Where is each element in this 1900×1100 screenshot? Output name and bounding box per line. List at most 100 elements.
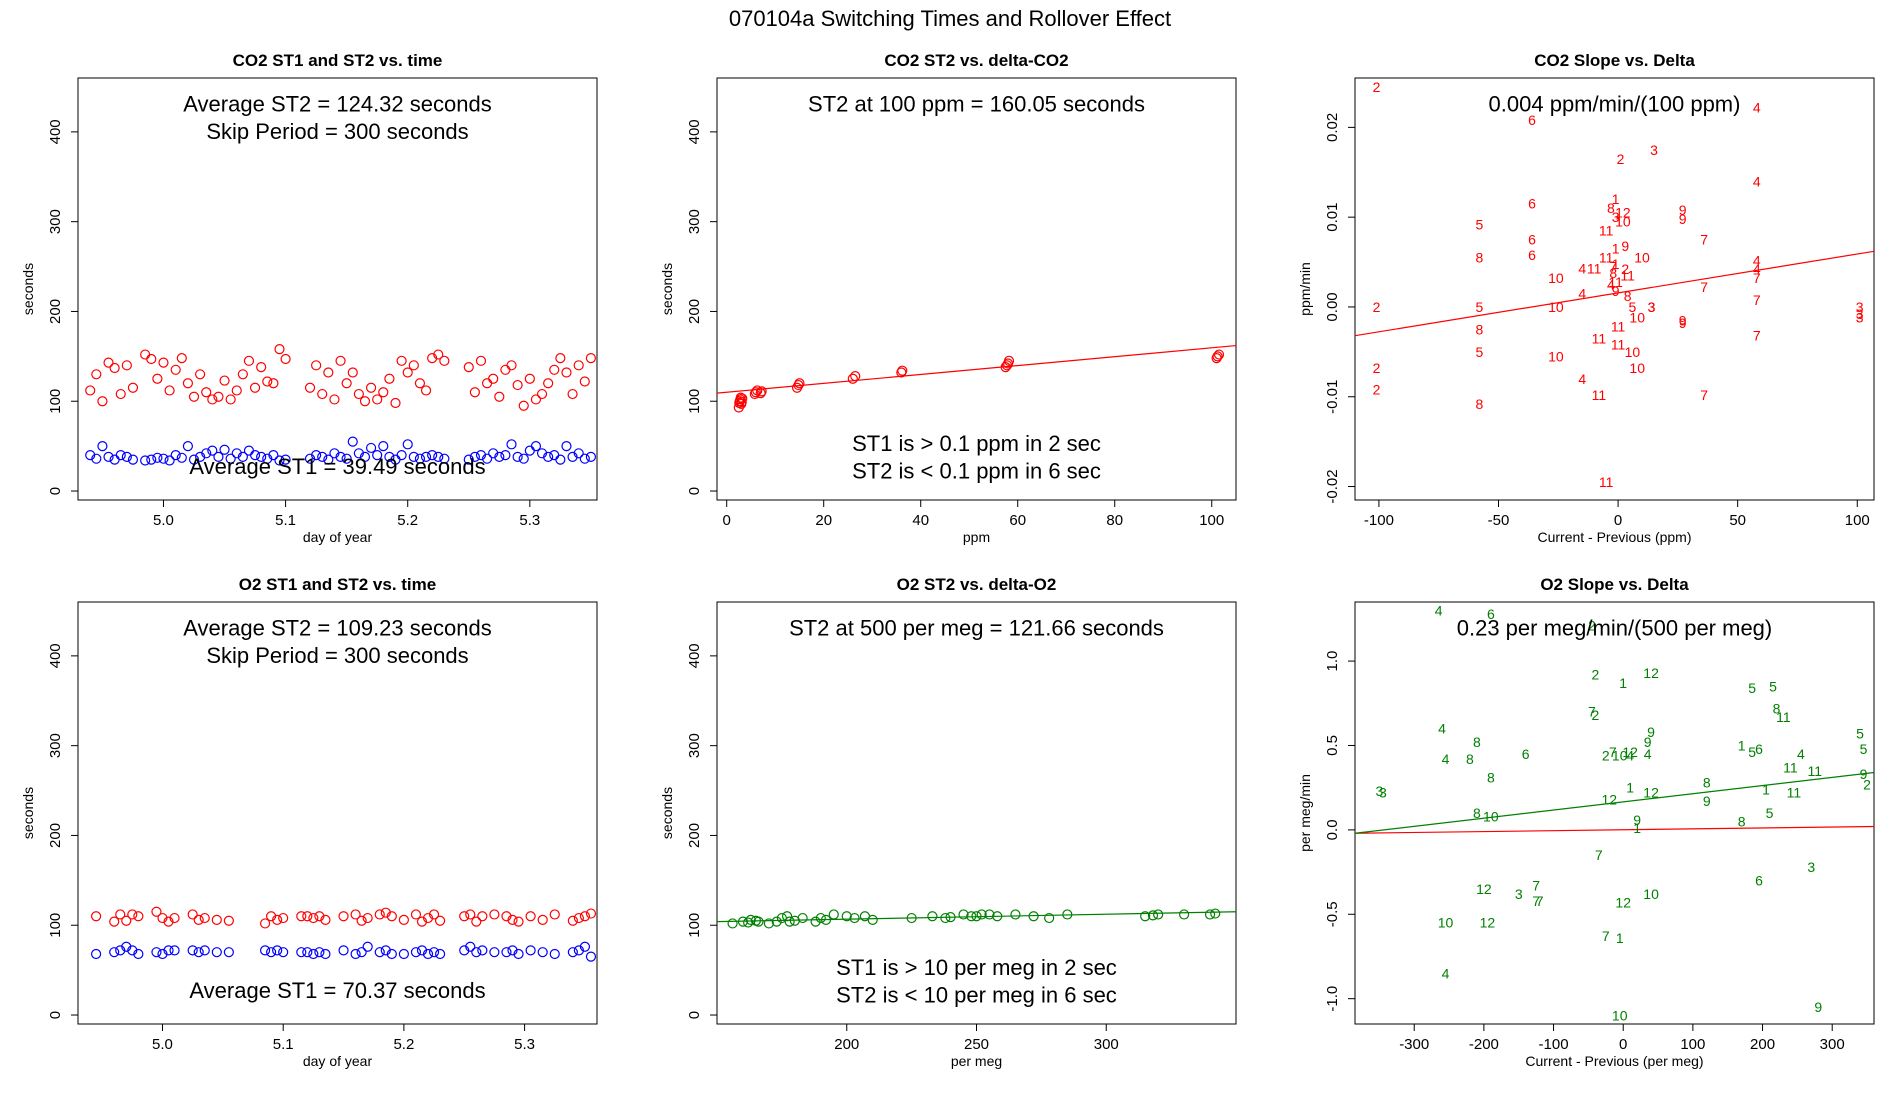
data-point-label: 11 <box>1599 223 1614 239</box>
data-point-st2 <box>1178 909 1190 920</box>
data-point-st1 <box>465 941 476 952</box>
data-point-st2 <box>1147 910 1159 921</box>
x-tick-label: 100 <box>1199 512 1224 529</box>
fit-line <box>716 911 1237 923</box>
data-point-label: 8 <box>1738 813 1746 829</box>
data-point-st1 <box>408 451 419 463</box>
y-tick-label: 0.5 <box>1324 735 1341 756</box>
data-point-label: 3 <box>1648 299 1656 315</box>
data-point-label: 2 <box>1373 299 1381 315</box>
data-point-st2 <box>193 914 204 925</box>
data-point-label: 4 <box>1435 602 1443 618</box>
y-axis-label: ppm/min <box>1297 262 1313 316</box>
data-point-label: 10 <box>1483 808 1499 824</box>
data-point-label: 10 <box>1615 214 1631 230</box>
chart-co2_slope: CO2 Slope vs. Delta -100 -50 0 50 100 -0.02 -0.… <box>1297 51 1875 545</box>
data-point-label: 2 <box>1863 776 1871 792</box>
x-tick-label: 200 <box>834 1036 859 1053</box>
data-point-label: 4 <box>1644 746 1652 762</box>
data-point-st2 <box>266 911 277 922</box>
data-point-st2 <box>314 911 325 922</box>
x-tick-label: 5.0 <box>152 1036 173 1053</box>
data-point-st1 <box>475 450 487 461</box>
y-tick-label: -0.02 <box>1324 469 1341 503</box>
data-point-st1 <box>536 448 548 459</box>
data-point-st2 <box>841 911 852 922</box>
data-point-st2 <box>867 914 878 925</box>
data-point-st2 <box>475 355 487 366</box>
data-point-st1 <box>187 945 198 956</box>
data-point-st2 <box>753 916 764 927</box>
data-point-label: 1 <box>1738 737 1746 753</box>
data-point-label: 8 <box>1607 200 1615 216</box>
data-point-st2 <box>378 387 389 398</box>
data-point-label: 8 <box>1475 321 1483 337</box>
data-point-st1 <box>353 448 364 459</box>
data-point-st2 <box>219 375 230 386</box>
x-tick-label: 50 <box>1729 512 1746 529</box>
data-point-st1 <box>207 445 218 456</box>
data-point-st2 <box>195 369 206 380</box>
data-point-label: 9 <box>1621 238 1629 254</box>
data-point-label: 4 <box>1797 746 1805 762</box>
data-point-st1 <box>347 436 358 447</box>
data-point-st2 <box>815 912 826 924</box>
data-point-st2 <box>211 914 222 925</box>
data-point-st2 <box>133 911 144 922</box>
data-point-st2 <box>274 344 285 355</box>
data-point-label: 11 <box>1608 274 1623 290</box>
data-point-label: 11 <box>1592 387 1607 403</box>
data-point-st1 <box>268 450 279 461</box>
y-tick-label: 400 <box>686 643 703 668</box>
data-point-st1 <box>506 439 517 450</box>
data-point-label: 2 <box>1373 382 1381 398</box>
x-axis-label: Current - Previous (ppm) <box>1537 529 1691 545</box>
data-point-label: 6 <box>1528 232 1536 248</box>
data-point-st1 <box>422 948 434 960</box>
data-point-st1 <box>459 945 470 956</box>
data-point-label: 1 <box>1633 820 1641 836</box>
data-point-st2 <box>579 376 590 387</box>
data-point-st1 <box>501 947 512 958</box>
data-point-label: 8 <box>1609 265 1617 281</box>
x-tick-label: 5.3 <box>514 1036 535 1053</box>
x-tick-label: 0 <box>723 512 731 529</box>
y-tick-label: -0.5 <box>1324 901 1341 927</box>
data-point-st2 <box>268 378 279 389</box>
data-point-st2 <box>567 915 578 926</box>
data-point-st1 <box>97 441 108 452</box>
x-tick-label: 100 <box>1845 512 1870 529</box>
data-point-st1 <box>428 947 440 958</box>
data-point-st2 <box>976 909 987 920</box>
data-point-label: 7 <box>1753 328 1761 344</box>
data-point-st2 <box>992 911 1003 922</box>
data-point-st1 <box>262 453 273 464</box>
data-point-label: 6 <box>1522 746 1530 762</box>
data-point-label: 9 <box>1679 211 1687 227</box>
data-point-st2 <box>97 396 108 407</box>
data-point-st2 <box>459 911 470 922</box>
data-point-st1 <box>225 453 236 464</box>
data-point-st2 <box>828 909 839 920</box>
data-point-st1 <box>188 454 200 465</box>
fit-line <box>1354 825 1875 834</box>
data-point-st2 <box>163 916 174 927</box>
data-point-st1 <box>199 945 210 956</box>
y-tick-label: 100 <box>47 389 64 414</box>
data-point-st2 <box>386 911 397 922</box>
chart-o2_slope: O2 Slope vs. Delta -300 -200 -100 0 100 200 300… <box>1297 575 1875 1069</box>
data-point-st1 <box>231 448 242 459</box>
data-point-st1 <box>127 945 138 956</box>
data-point-label: 10 <box>1629 310 1645 326</box>
data-point-st2 <box>115 909 126 920</box>
data-point-st1 <box>410 947 422 958</box>
data-point-st2 <box>810 916 821 927</box>
data-point-label: 10 <box>1548 348 1564 364</box>
data-point-st2 <box>771 916 782 927</box>
y-tick-label: -1.0 <box>1324 986 1341 1012</box>
data-point-st2 <box>380 907 391 918</box>
data-point-st1 <box>374 947 385 958</box>
x-tick-label: 5.3 <box>519 512 540 529</box>
data-point-st1 <box>280 454 291 465</box>
data-point-label: 3 <box>1379 785 1387 801</box>
